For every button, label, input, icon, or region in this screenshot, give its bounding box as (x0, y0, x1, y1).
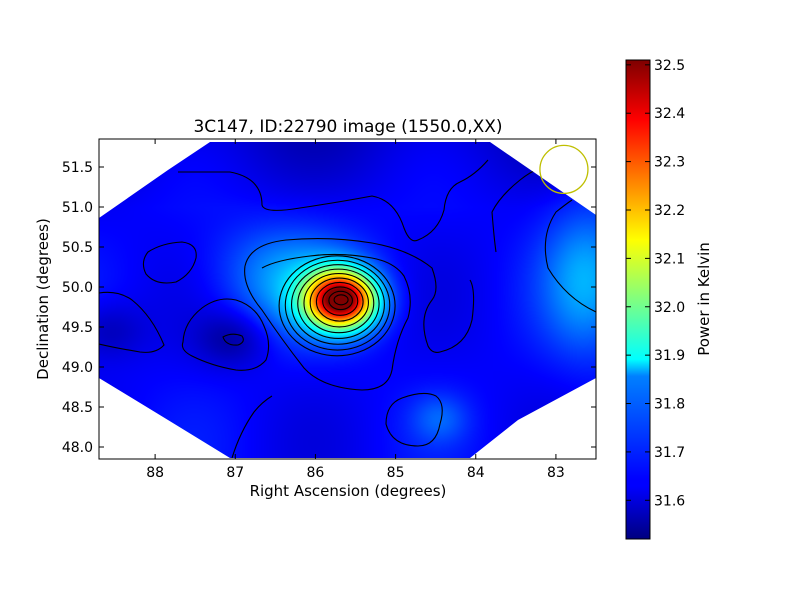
y-axis-label: Declination (degrees) (34, 218, 52, 380)
y-tick-label: 49.0 (62, 360, 93, 376)
y-axis: 48.0 48.5 49.0 49.5 50.0 50.5 51.0 51.5 (62, 160, 596, 456)
source-contours (278, 255, 396, 357)
contour-line (385, 392, 443, 447)
colorbar-ticks: 31.6 31.7 31.8 31.9 32.0 32.1 32.2 32.3 32.4 32.5 (626, 58, 685, 509)
contour-ring (284, 259, 391, 351)
contour-ring (290, 264, 385, 345)
colorbar-tick-label: 31.7 (654, 445, 685, 461)
contour-ring (315, 281, 364, 322)
colorbar-tick-label: 31.9 (654, 348, 685, 364)
contour-line (181, 298, 270, 371)
source-peak-contour (333, 294, 349, 306)
contour-line (244, 253, 411, 391)
contour-lines (99, 159, 596, 458)
y-tick-label: 48.0 (62, 440, 93, 456)
beam-marker-icon (539, 144, 589, 195)
x-axis-label: Right Ascension (degrees) (250, 482, 447, 500)
contour-ring (303, 273, 375, 334)
y-tick-label: 49.5 (62, 320, 93, 336)
colorbar-tick-label: 31.6 (654, 493, 685, 509)
colorbar-tick-label: 32.0 (654, 300, 685, 316)
contour-line (491, 211, 497, 253)
contour-ring (297, 268, 380, 340)
plot-frame (98, 138, 597, 460)
x-tick-label: 83 (547, 465, 565, 481)
x-tick-label: 88 (146, 465, 164, 481)
x-tick-label: 85 (387, 465, 405, 481)
y-tick-label: 50.5 (62, 240, 93, 256)
y-tick-label: 51.5 (62, 160, 93, 176)
x-tick-label: 84 (467, 465, 485, 481)
x-tick-label: 86 (307, 465, 325, 481)
colorbar-tick-label: 31.8 (654, 397, 685, 413)
contour-line (142, 241, 197, 284)
y-tick-label: 51.0 (62, 200, 93, 216)
contour-line (178, 159, 489, 242)
contour-line (231, 395, 273, 458)
contour-ring (278, 255, 396, 357)
colorbar (625, 59, 651, 540)
contour-line (544, 199, 596, 313)
x-tick-label: 87 (226, 465, 244, 481)
colorbar-tick-label: 32.5 (654, 58, 685, 74)
contour-line (244, 238, 475, 353)
contour-ring (328, 290, 353, 311)
y-tick-label: 48.5 (62, 400, 93, 416)
contour-ring (309, 277, 369, 328)
contour-ring (322, 286, 359, 316)
colorbar-tick-label: 32.2 (654, 203, 685, 219)
colorbar-label: Power in Kelvin (695, 242, 713, 356)
contour-line (222, 333, 244, 346)
colorbar-tick-label: 32.1 (654, 251, 685, 267)
colorbar-tick-label: 32.3 (654, 155, 685, 171)
contour-line (99, 291, 165, 353)
chart-title: 3C147, ID:22790 image (1550.0,XX) (193, 117, 502, 137)
x-axis: 88 87 86 85 84 83 (146, 139, 565, 481)
colorbar-tick-label: 32.4 (654, 106, 685, 122)
heatmap-area (99, 142, 596, 458)
y-tick-label: 50.0 (62, 280, 93, 296)
